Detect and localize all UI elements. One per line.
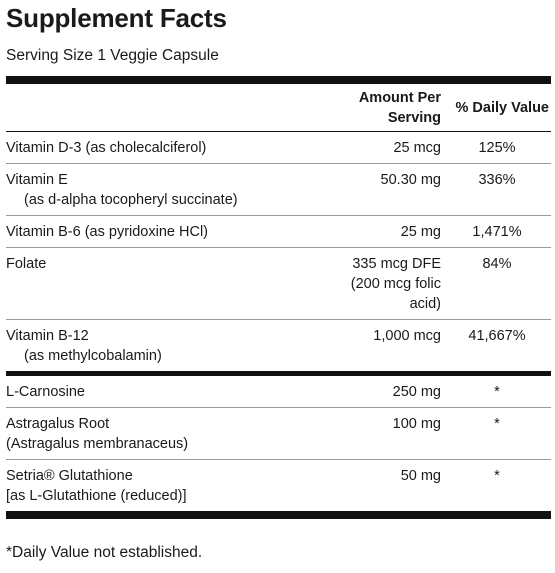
daily-value-cell: 41,667%: [468, 328, 526, 344]
nutrient-source: (as d-alpha tocopheryl succinate): [24, 192, 238, 208]
table-row: Vitamin B-6 (as pyridoxine HCl) 25 mg 1,47…: [6, 216, 551, 248]
table-row: Astragalus Root (Astragalus membranaceus)…: [6, 408, 551, 460]
amount-cell: 25 mcg: [308, 138, 443, 158]
amount-cell: 250 mg: [308, 382, 443, 402]
amount-value: 25 mcg: [393, 140, 441, 156]
nutrient-name: L-Carnosine: [6, 384, 85, 400]
amount-header-line1: Amount Per: [358, 89, 441, 106]
amount-value: 250 mg: [392, 384, 441, 400]
daily-value-cell: *: [494, 384, 500, 400]
table-row: Vitamin B-12 (as methylcobalamin) 1,000 mc…: [6, 320, 551, 371]
amount-cell: 25 mg: [308, 222, 443, 242]
supplement-facts-panel: Supplement Facts Serving Size 1 Veggie C…: [6, 0, 551, 563]
thick-divider: [6, 76, 551, 84]
section-divider: [6, 371, 551, 376]
table-row: L-Carnosine 250 mg *: [6, 376, 551, 408]
nutrient-name-cell: Vitamin D-3 (as cholecalciferol): [6, 138, 308, 158]
nutrient-name-cell: L-Carnosine: [6, 382, 308, 402]
nutrient-name: Vitamin E: [6, 172, 68, 188]
nutrient-name-cell: Vitamin E (as d-alpha tocopheryl succinat…: [6, 170, 308, 210]
amount-value: 335 mcg DFE: [352, 256, 441, 272]
table-row: Vitamin E (as d-alpha tocopheryl succinat…: [6, 164, 551, 216]
daily-value-header: % Daily Value: [455, 99, 550, 116]
table-row: Vitamin D-3 (as cholecalciferol) 25 mcg 12…: [6, 132, 551, 164]
amount-cell: 50 mg: [308, 466, 443, 486]
nutrient-source: (Astragalus membranaceus): [6, 436, 189, 452]
amount-header: Amount Per Serving: [308, 88, 443, 128]
amount-value: 1,000 mcg: [373, 328, 441, 344]
amount-value: acid): [409, 296, 441, 312]
daily-value-cell: 1,471%: [472, 224, 522, 240]
nutrient-name-cell: Vitamin B-6 (as pyridoxine HCl): [6, 222, 308, 242]
amount-value: 100 mg: [392, 416, 441, 432]
daily-value-cell: 336%: [478, 172, 516, 188]
daily-value-cell: *: [494, 468, 500, 484]
table-row: Folate 335 mcg DFE (200 mcg folic acid) 84%: [6, 248, 551, 320]
daily-value-cell: 84%: [482, 256, 512, 272]
footnote: *Daily Value not established.: [6, 544, 203, 561]
nutrient-name-cell: Astragalus Root (Astragalus membranaceus): [6, 414, 308, 454]
amount-value: (200 mcg folic: [350, 276, 441, 292]
nutrient-name: Folate: [6, 256, 47, 272]
nutrient-name: Setria® Glutathione: [6, 468, 133, 484]
amount-cell: 335 mcg DFE (200 mcg folic acid): [308, 254, 443, 314]
amount-cell: 1,000 mcg: [308, 326, 443, 346]
table-header: Amount Per Serving % Daily Value: [6, 84, 551, 132]
nutrient-name: Vitamin B-6 (as pyridoxine HCl): [6, 224, 208, 240]
nutrient-name-cell: Vitamin B-12 (as methylcobalamin): [6, 326, 308, 366]
bottom-thick-divider: [6, 511, 551, 519]
daily-value-cell: *: [494, 416, 500, 432]
amount-value: 50 mg: [400, 468, 441, 484]
nutrient-name-cell: Setria® Glutathione [as L-Glutathione (re…: [6, 466, 308, 506]
vitamin-rows: Vitamin D-3 (as cholecalciferol) 25 mcg 12…: [6, 132, 551, 371]
other-ingredient-rows: L-Carnosine 250 mg * Astragalus Root (Astrag…: [6, 376, 551, 511]
amount-cell: 100 mg: [308, 414, 443, 434]
serving-size: Serving Size 1 Veggie Capsule: [6, 47, 219, 64]
amount-cell: 50.30 mg: [308, 170, 443, 190]
daily-value-cell: 125%: [478, 140, 516, 156]
amount-value: 50.30 mg: [380, 172, 441, 188]
nutrient-name: Astragalus Root: [6, 416, 110, 432]
nutrient-name: Vitamin B-12: [6, 328, 89, 344]
amount-value: 25 mg: [400, 224, 441, 240]
nutrient-source: [as L-Glutathione (reduced)]: [6, 488, 187, 504]
panel-title: Supplement Facts: [6, 3, 227, 33]
nutrient-name-cell: Folate: [6, 254, 308, 274]
nutrient-source: (as methylcobalamin): [24, 348, 162, 364]
nutrient-name: Vitamin D-3 (as cholecalciferol): [6, 140, 207, 156]
table-row: Setria® Glutathione [as L-Glutathione (re…: [6, 460, 551, 511]
amount-header-line2: Serving: [387, 109, 441, 126]
